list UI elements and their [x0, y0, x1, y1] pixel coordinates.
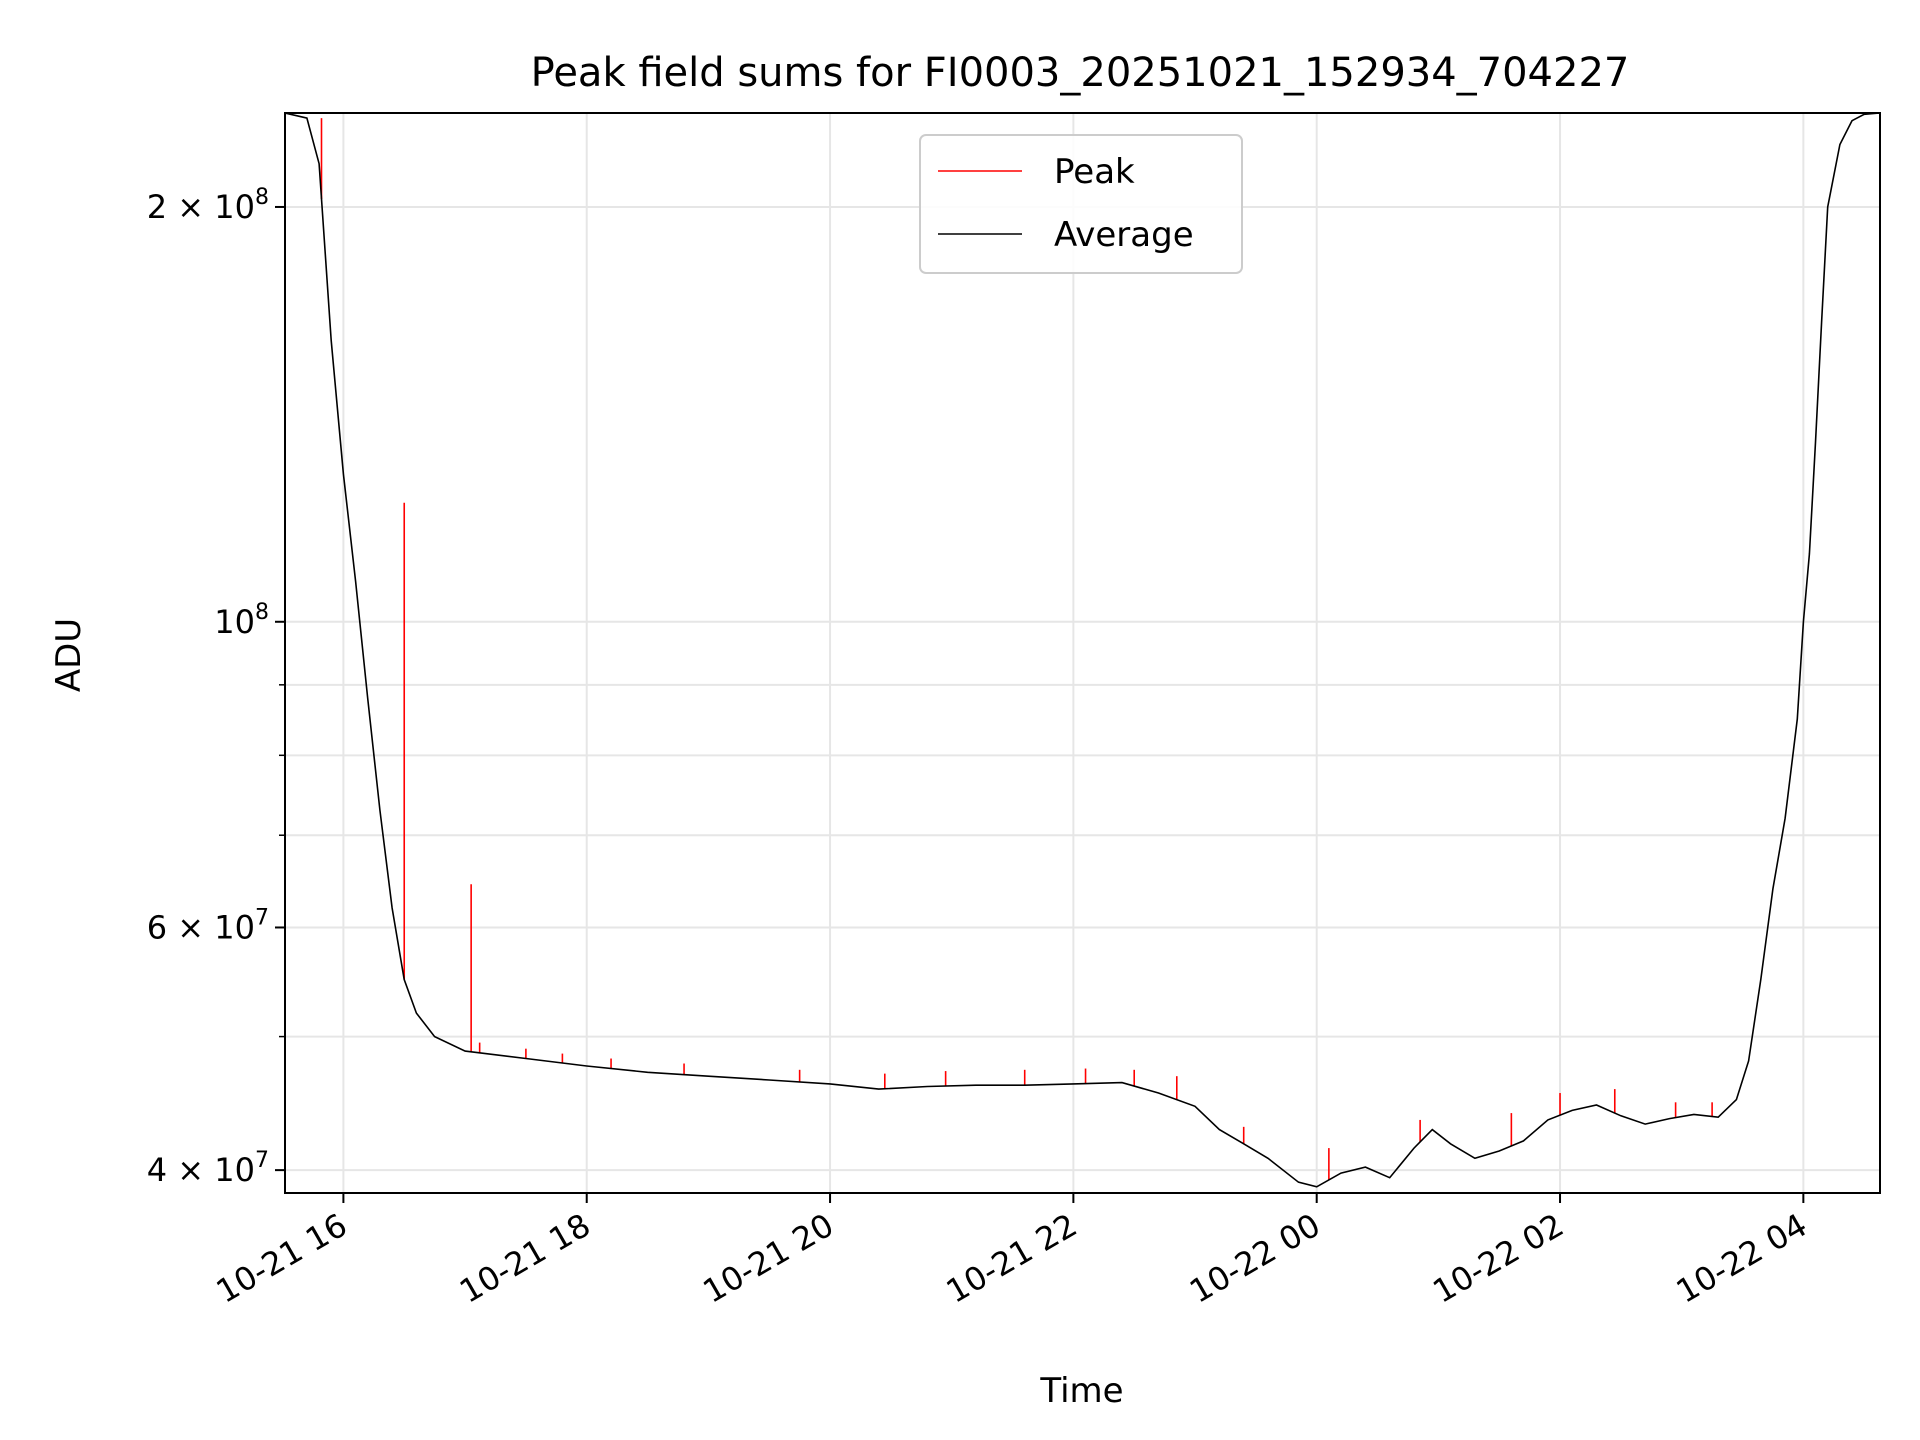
axes-frame	[284, 112, 1881, 1194]
chart-title: Peak field sums for FI0003_20251021_1529…	[531, 50, 1630, 96]
legend-label-peak: Peak	[1054, 152, 1135, 192]
x-tick-label: 10-22 02	[1426, 1206, 1570, 1311]
x-tick-label: 10-22 00	[1183, 1206, 1327, 1311]
x-axis: 10-21 16 10-21 18 10-21 20 10-21 22 10-22 00…	[210, 1193, 1814, 1311]
x-tick-label: 10-21 22	[940, 1206, 1084, 1311]
plot-area	[285, 113, 1880, 1188]
x-tick-label: 10-21 16	[210, 1206, 354, 1311]
legend: Peak Average	[919, 134, 1243, 274]
legend-box	[919, 134, 1243, 274]
y-tick-label: 2 × 108	[147, 185, 269, 226]
y-tick-label: 6 × 107	[147, 905, 269, 946]
x-tick-label: 10-21 18	[453, 1206, 597, 1311]
grid-lines	[285, 113, 1880, 1193]
legend-label-average: Average	[1054, 215, 1194, 255]
x-axis-label: Time	[1039, 1371, 1123, 1411]
y-axis-label: ADU	[49, 618, 89, 692]
y-tick-label: 108	[214, 600, 269, 641]
x-tick-label: 10-21 20	[696, 1206, 840, 1311]
x-tick-label: 10-22 04	[1670, 1206, 1814, 1311]
average-line	[285, 113, 1880, 1188]
y-axis: 2 × 108 108 6 × 107 4 × 107	[147, 185, 285, 1189]
y-tick-label: 4 × 107	[147, 1148, 269, 1189]
